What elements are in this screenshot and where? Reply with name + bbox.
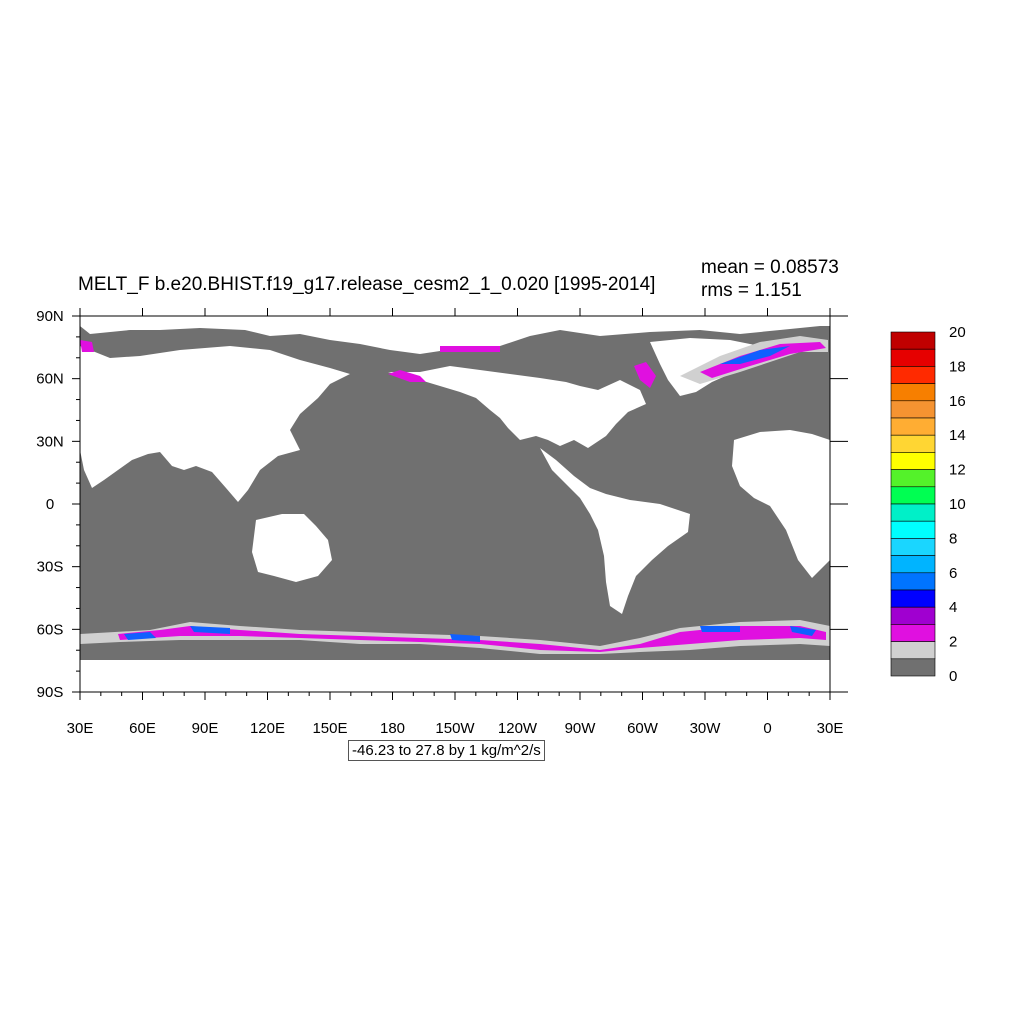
band-arctic-east-peak [720,346,790,364]
lat-tick-label: 90S [37,684,64,701]
colorbar-swatch [890,658,936,677]
colorbar-label: 0 [949,668,957,685]
colorbar-label: 2 [949,634,957,651]
colorbar-swatch [890,348,936,367]
lon-axis: 30E 60E 90E 120E 150E 180 150W 120W 90W 60W 30W 0 30… [67,308,844,737]
stats-block: mean = 0.08573 rms = 1.151 [701,256,839,302]
band-south-peak-5 [790,626,816,636]
contour-range-label: -46.23 to 27.8 by 1 kg/m^2/s [348,740,545,761]
plot-title: MELT_F b.e20.BHIST.f19_g17.release_cesm2… [78,274,656,295]
lon-tick-label: 60E [129,720,156,737]
band-south-magenta [118,626,826,652]
band-baffin [634,362,656,388]
melt-bands-arctic [80,336,828,388]
lon-tick-label: 120W [498,720,538,737]
lat-tick-label: 0 [46,496,54,513]
band-south-peak-1 [124,632,156,640]
colorbar-swatch [890,624,936,642]
colorbar-label: 12 [949,462,966,479]
lon-tick-label: 150E [312,720,347,737]
colorbar-label: 8 [949,530,957,547]
lat-tick-label: 90N [36,308,64,325]
colorbar-label: 10 [949,496,966,513]
colorbar-swatch [890,520,936,539]
colorbar-swatch [890,452,936,470]
band-arctic-east-core [700,342,826,378]
colorbar-swatch [890,366,936,384]
colorbar-swatch [890,503,936,522]
lon-tick-label: 60W [627,720,659,737]
lon-tick-label: 30W [690,720,722,737]
colorbar-swatch [890,331,936,350]
land-eurasia-africa-australia [80,346,350,502]
land-australia [252,514,332,582]
mean-stat: mean = 0.08573 [701,257,839,278]
colorbar-swatch [890,400,936,419]
colorbar-swatch [890,486,936,505]
colorbar-swatch [890,434,936,453]
rms-stat: rms = 1.151 [701,280,802,301]
lon-tick-label: 120E [250,720,285,737]
lon-tick-label: 90E [192,720,219,737]
lon-tick-label: 90W [565,720,597,737]
colorbar-label: 6 [949,565,957,582]
land-masses [80,316,830,614]
melt-bands-antarctic [80,620,830,654]
map-panel [79,315,831,693]
lat-tick-label: 30S [37,559,64,576]
colorbar-swatch [890,555,936,574]
colorbar-label: 4 [949,599,957,616]
lon-tick-label: 180 [380,720,405,737]
band-siberian [440,346,500,352]
lat-tick-label: 60N [36,371,64,388]
band-south-peak-2 [190,626,230,634]
colorbar-swatch [890,383,936,402]
lon-tick-label: 0 [763,720,771,737]
land-arctic-siberia [80,316,830,354]
lat-axis: 90N 60N 30N 0 30S 60S 90S [36,308,848,701]
band-bering [388,370,426,382]
colorbar-swatch [890,589,936,608]
land-north-america [388,366,646,448]
colorbar-label: 20 [949,324,966,341]
lon-tick-label: 30E [817,720,844,737]
colorbar-swatch [890,572,936,591]
band-west-edge [80,340,94,352]
band-south-peak-4 [700,626,740,632]
colorbar-swatch [890,469,936,488]
lon-tick-label: 30E [67,720,94,737]
lon-tick-label: 150W [435,720,475,737]
colorbar-label: 14 [949,427,966,444]
colorbar-swatch [890,641,936,660]
colorbar-label: 16 [949,393,966,410]
colorbar-swatch [890,417,936,436]
colorbar-swatch [890,538,936,556]
land-africa [732,430,830,578]
lat-tick-label: 30N [36,433,64,450]
band-south-peak-3 [450,634,480,642]
lat-tick-label: 60S [37,621,64,638]
colorbar-label: 18 [949,358,966,375]
polar-south-blank [80,660,830,692]
colorbar-swatch [890,606,936,625]
land-central-south-america [540,448,690,614]
